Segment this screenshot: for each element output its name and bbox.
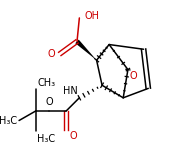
Text: O: O <box>45 97 53 107</box>
Text: HN: HN <box>63 86 78 96</box>
Text: O: O <box>70 131 78 141</box>
Polygon shape <box>75 40 97 60</box>
Text: CH₃: CH₃ <box>38 78 56 88</box>
Text: O: O <box>130 71 137 81</box>
Text: H₃C: H₃C <box>37 134 55 144</box>
Text: OH: OH <box>84 11 99 21</box>
Text: H₃C: H₃C <box>0 115 17 125</box>
Text: O: O <box>47 49 55 59</box>
